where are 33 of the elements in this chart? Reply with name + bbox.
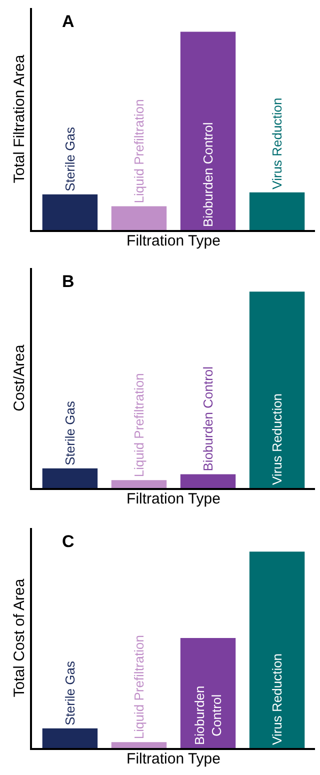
bar (180, 474, 236, 488)
x-axis-title: Filtration Type (126, 750, 220, 768)
chart-title: A (62, 12, 74, 31)
category-label: Sterile Gas (62, 401, 78, 466)
bar (111, 480, 167, 488)
y-axis-title: Total Filtration Area (10, 54, 28, 184)
bar (42, 194, 98, 230)
category-label: Liquid Prefiltration (131, 373, 146, 478)
category-label: Bioburden Control (192, 686, 224, 745)
x-axis-title: Filtration Type (126, 490, 220, 508)
category-label: Virus Reduction (270, 653, 285, 745)
category-label: Virus Reduction (270, 98, 285, 190)
bar (111, 206, 167, 230)
category-label: Virus Reduction (270, 393, 285, 485)
y-axis-title: Total Cost of Area (10, 578, 28, 698)
bar (249, 292, 305, 488)
category-label: Liquid Prefiltration (131, 635, 146, 740)
bar (180, 638, 236, 748)
category-label: Bioburden Control (200, 366, 216, 472)
bar (249, 192, 305, 230)
bar (111, 742, 167, 748)
category-label: Bioburden Control (200, 122, 216, 227)
chart-title: C (62, 532, 74, 551)
category-label: Sterile Gas (62, 661, 78, 726)
bar (42, 468, 98, 488)
bar (180, 32, 236, 230)
chart-title: B (62, 272, 74, 291)
category-label: Liquid Prefiltration (131, 99, 146, 204)
x-axis-title: Filtration Type (126, 232, 220, 250)
category-label: Sterile Gas (62, 127, 78, 192)
bar (249, 552, 305, 748)
bar (42, 728, 98, 748)
y-axis-title: Cost/Area (10, 344, 28, 412)
